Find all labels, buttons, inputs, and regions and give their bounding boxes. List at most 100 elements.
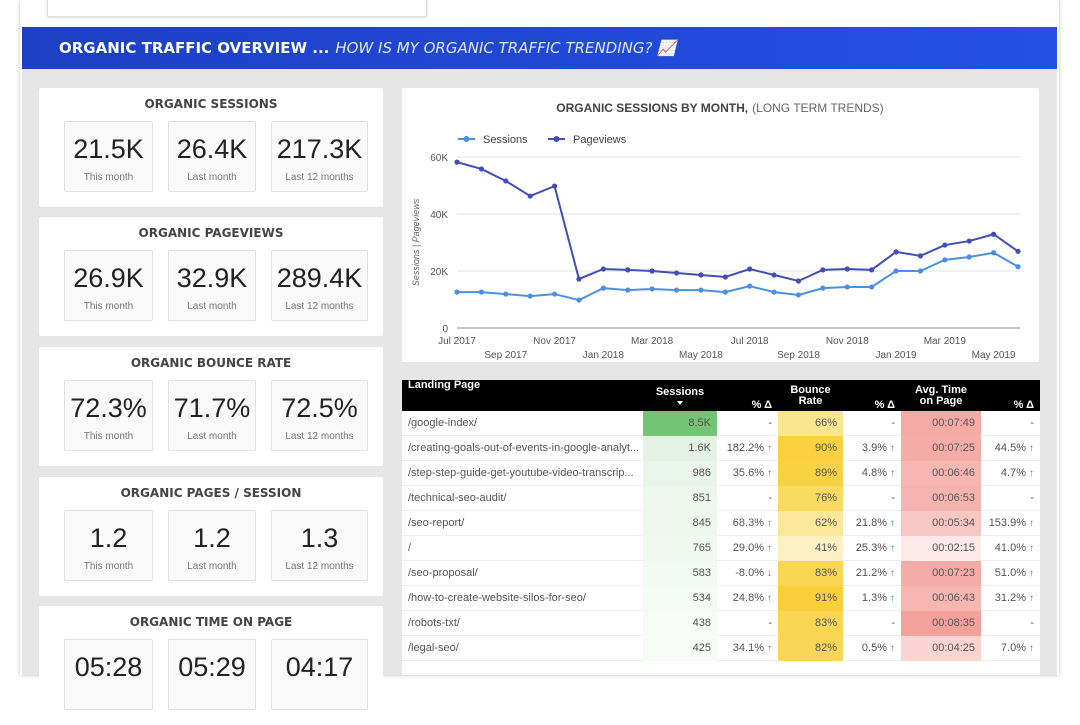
- data-point: [796, 278, 801, 283]
- kpi-label: This month: [65, 561, 152, 572]
- banner-subtitle: HOW IS MY ORGANIC TRAFFIC TRENDING? 📈: [335, 39, 676, 57]
- kpi-value: 217.3K: [272, 134, 367, 165]
- delta-value: 29.0%: [733, 542, 764, 554]
- table-cell: 845: [643, 511, 717, 536]
- table-cell: 89%: [778, 461, 843, 486]
- kpi-value: 72.3%: [65, 393, 152, 424]
- data-point: [869, 267, 874, 272]
- data-point: [1015, 264, 1020, 269]
- kpi-box: 21.5KThis month: [64, 121, 153, 192]
- column-header: % Δ: [981, 380, 1040, 411]
- kpi-box: 1.3Last 12 months: [271, 510, 368, 581]
- table-cell: 3.9%↑: [843, 436, 901, 461]
- kpi-title: ORGANIC BOUNCE RATE: [39, 356, 383, 370]
- delta-value: 34.1%: [733, 642, 764, 654]
- delta-value: 68.3%: [733, 517, 764, 529]
- table-cell: -8.0%↓: [717, 561, 778, 586]
- table-cell: -: [717, 411, 778, 436]
- delta-arrow: ↑: [890, 543, 895, 554]
- kpi-card: ORGANIC TIME ON PAGE05:2805:2904:17: [39, 606, 383, 725]
- y-tick-label: 0: [442, 324, 448, 335]
- line-chart: ORGANIC SESSIONS BY MONTH,(LONG TERM TRE…: [402, 88, 1039, 362]
- table-cell: 82%: [778, 636, 843, 661]
- table-cell: 24.8%↑: [717, 586, 778, 611]
- y-tick-label: 60K: [430, 153, 448, 164]
- table-cell: -: [981, 486, 1040, 511]
- delta-value: 0.5%: [862, 642, 887, 654]
- y-tick-label: 40K: [430, 210, 448, 221]
- delta-value: 44.5%: [995, 442, 1026, 454]
- kpi-title: ORGANIC PAGEVIEWS: [39, 226, 383, 240]
- table-cell: 34.1%↑: [717, 636, 778, 661]
- chart-title: ORGANIC SESSIONS BY MONTH,(LONG TERM TRE…: [556, 101, 883, 115]
- delta-arrow: ↑: [767, 543, 772, 554]
- delta-value: 1.3%: [862, 592, 887, 604]
- table-cell: 182.2%↑: [717, 436, 778, 461]
- data-point: [528, 293, 533, 298]
- delta-arrow: ↑: [890, 518, 895, 529]
- delta-value: 3.9%: [862, 442, 887, 454]
- table-cell: -: [843, 411, 901, 436]
- data-point: [747, 266, 752, 271]
- table-cell: 31.2%↑: [981, 586, 1040, 611]
- delta-value: 4.7%: [1001, 467, 1026, 479]
- table-header: Landing PageSessions% ΔBounce Rate% ΔAvg…: [402, 380, 1040, 411]
- table-cell: 62%: [778, 511, 843, 536]
- series-line: [457, 162, 1018, 281]
- delta-arrow: ↑: [890, 643, 895, 654]
- table-cell: 851: [643, 486, 717, 511]
- kpi-value: 1.2: [65, 523, 152, 554]
- column-header-text: % Δ: [752, 400, 772, 411]
- column-header: % Δ: [717, 380, 778, 411]
- data-point: [576, 276, 581, 281]
- column-header-text: Sessions: [656, 387, 704, 398]
- table-cell: 00:04:25: [901, 636, 981, 661]
- data-point: [869, 284, 874, 289]
- y-tick-label: 20K: [430, 267, 448, 278]
- delta-arrow: ↓: [767, 568, 772, 579]
- kpi-label: Last month: [169, 301, 255, 312]
- kpi-label: This month: [65, 172, 152, 183]
- table-cell: 21.2%↑: [843, 561, 901, 586]
- kpi-label: Last month: [169, 561, 255, 572]
- data-point: [503, 291, 508, 296]
- kpi-value: 289.4K: [272, 263, 367, 294]
- table-cell: 583: [643, 561, 717, 586]
- table-cell: -: [843, 611, 901, 636]
- kpi-box: 1.2Last month: [168, 510, 256, 581]
- kpi-card: ORGANIC SESSIONS21.5KThis month26.4KLast…: [39, 88, 383, 207]
- chart-card: ORGANIC SESSIONS BY MONTH,(LONG TERM TRE…: [402, 88, 1039, 362]
- data-point: [625, 267, 630, 272]
- table-cell: 4.7%↑: [981, 461, 1040, 486]
- x-tick-label: Nov 2018: [826, 336, 869, 347]
- column-header: Avg. Time on Page: [901, 380, 981, 411]
- series-line: [457, 253, 1018, 300]
- table-cell: -: [981, 411, 1040, 436]
- x-tick-label: May 2019: [972, 350, 1016, 361]
- data-point: [674, 287, 679, 292]
- column-header: Bounce Rate: [778, 380, 843, 411]
- data-point: [771, 272, 776, 277]
- table-cell: 90%: [778, 436, 843, 461]
- chart-title-main: ORGANIC SESSIONS BY MONTH,: [556, 101, 748, 115]
- column-header-text: % Δ: [875, 400, 895, 411]
- x-tick-label: Sep 2017: [484, 350, 527, 361]
- table-cell: 91%: [778, 586, 843, 611]
- data-point: [967, 238, 972, 243]
- kpi-value: 04:17: [272, 652, 367, 683]
- column-header-text: % Δ: [1014, 400, 1034, 411]
- delta-arrow: ↑: [1029, 593, 1034, 604]
- kpi-value: 1.3: [272, 523, 367, 554]
- delta-value: 35.6%: [733, 467, 764, 479]
- data-point: [893, 249, 898, 254]
- data-point: [601, 286, 606, 291]
- table-cell: 986: [643, 461, 717, 486]
- data-point: [845, 266, 850, 271]
- table-cell: 534: [643, 586, 717, 611]
- data-point: [650, 268, 655, 273]
- column-header: % Δ: [843, 380, 901, 411]
- kpi-label: Last month: [169, 431, 255, 442]
- table-cell: /seo-proposal/: [402, 561, 643, 586]
- data-point: [552, 183, 557, 188]
- table-cell: /step-step-guide-get-youtube-video-trans…: [402, 461, 643, 486]
